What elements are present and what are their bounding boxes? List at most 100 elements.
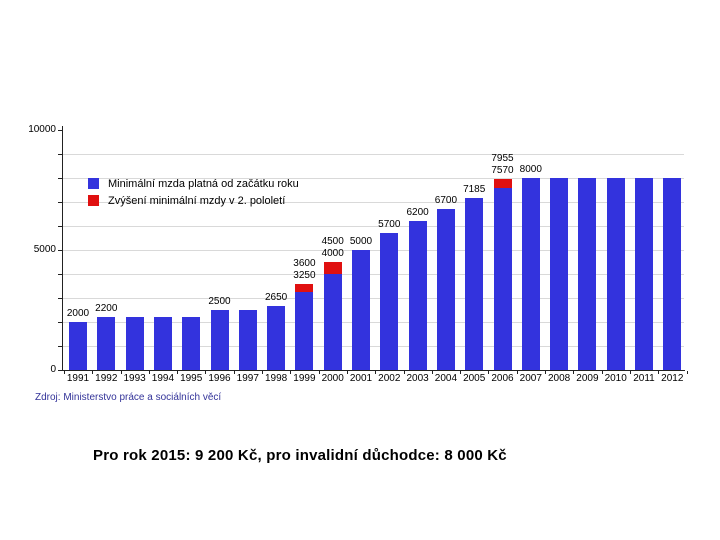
x-axis-label-2005: 2005 bbox=[463, 373, 486, 384]
legend-label-midyear-increase: Zvýšení minimální mzdy v 2. pololetí bbox=[108, 194, 286, 207]
bar-1993 bbox=[125, 317, 144, 370]
bar-2002 bbox=[380, 233, 399, 370]
gridline-8000 bbox=[63, 178, 684, 179]
bar-1997 bbox=[238, 310, 257, 370]
y-axis-label-5000: 5000 bbox=[33, 244, 56, 255]
y-tick-10000 bbox=[58, 130, 62, 131]
y-tick-3000 bbox=[58, 298, 62, 299]
gridline-7000 bbox=[63, 202, 684, 203]
x-axis-label-2006: 2006 bbox=[491, 373, 514, 384]
bar-2010 bbox=[606, 178, 625, 370]
value-label-2003: 6200 bbox=[406, 207, 429, 219]
y-tick-7000 bbox=[58, 202, 62, 203]
x-tick-13 bbox=[431, 371, 433, 374]
x-axis-label-2008: 2008 bbox=[547, 373, 571, 384]
x-axis-label-2011: 2011 bbox=[633, 373, 655, 384]
gridline-2000 bbox=[63, 322, 684, 323]
x-axis-label-2012: 2012 bbox=[661, 373, 684, 384]
bar-2003 bbox=[408, 221, 427, 370]
value-label-2005: 7185 bbox=[463, 183, 486, 195]
y-tick-9000 bbox=[58, 154, 62, 155]
x-axis-label-1996: 1996 bbox=[208, 373, 231, 384]
x-axis-label-2009: 2009 bbox=[576, 373, 599, 384]
x-tick-15 bbox=[488, 371, 490, 374]
bar-1998 bbox=[267, 306, 286, 370]
legend: Minimální mzda platná od začátku roku Zv… bbox=[88, 175, 299, 209]
x-axis-label-1999: 1999 bbox=[293, 373, 316, 384]
gridline-9000 bbox=[63, 154, 684, 155]
x-axis-label-2010: 2010 bbox=[604, 373, 627, 384]
x-tick-21 bbox=[658, 371, 660, 374]
x-axis-label-1994: 1994 bbox=[151, 373, 175, 384]
x-axis-label-2000: 2000 bbox=[321, 373, 344, 384]
x-axis bbox=[62, 370, 685, 371]
bar-segment-increase-2000 bbox=[323, 262, 342, 274]
gridline-6000 bbox=[63, 226, 684, 227]
gridline-5000 bbox=[63, 250, 684, 251]
x-tick-2 bbox=[120, 371, 122, 374]
x-tick-18 bbox=[573, 371, 575, 374]
x-tick-5 bbox=[205, 371, 207, 374]
bar-2011 bbox=[635, 178, 653, 370]
y-tick-8000 bbox=[58, 178, 62, 179]
x-axis-label-1998: 1998 bbox=[264, 373, 288, 384]
x-tick-6 bbox=[233, 371, 235, 374]
value-label-2007: 8000 bbox=[519, 164, 542, 175]
x-axis-label-1991: 1991 bbox=[66, 373, 90, 384]
y-tick-0 bbox=[58, 370, 62, 371]
bar-1991 bbox=[69, 322, 87, 370]
y-tick-2000 bbox=[58, 322, 62, 323]
x-tick-11 bbox=[375, 371, 377, 374]
value-label-2006: 7955 7570 bbox=[491, 153, 514, 177]
value-label-2002: 5700 bbox=[378, 219, 401, 231]
x-tick-20 bbox=[629, 371, 631, 374]
legend-item-midyear-increase: Zvýšení minimální mzdy v 2. pololetí bbox=[88, 192, 299, 209]
x-axis-label-1995: 1995 bbox=[180, 373, 203, 384]
legend-swatch-blue bbox=[88, 178, 99, 189]
bar-2004 bbox=[436, 209, 455, 370]
x-axis-label-2004: 2004 bbox=[434, 373, 458, 384]
y-tick-5000 bbox=[58, 250, 62, 251]
gridline-4000 bbox=[63, 274, 684, 275]
bar-1999 bbox=[295, 292, 314, 370]
caption: Pro rok 2015: 9 200 Kč, pro invalidní dů… bbox=[93, 447, 507, 464]
bar-2000 bbox=[323, 274, 342, 370]
x-tick-10 bbox=[346, 371, 348, 374]
x-tick-14 bbox=[460, 371, 462, 374]
bar-2007 bbox=[521, 178, 540, 370]
value-label-2001: 5000 bbox=[349, 236, 373, 247]
y-tick-6000 bbox=[58, 226, 62, 227]
y-tick-4000 bbox=[58, 274, 62, 275]
bar-segment-increase-2006 bbox=[493, 179, 512, 189]
bar-2005 bbox=[465, 197, 484, 370]
value-label-2000: 4500 4000 bbox=[321, 236, 344, 259]
value-label-2004: 6700 bbox=[434, 195, 458, 207]
legend-item-base-wage: Minimální mzda platná od začátku roku bbox=[88, 175, 299, 192]
bar-segment-increase-1999 bbox=[295, 283, 314, 292]
legend-swatch-red bbox=[88, 195, 99, 206]
x-tick-9 bbox=[318, 371, 320, 374]
x-tick-1 bbox=[92, 371, 94, 374]
y-axis bbox=[62, 126, 63, 371]
x-axis-label-2003: 2003 bbox=[406, 373, 429, 384]
value-label-1991: 2000 bbox=[66, 308, 90, 319]
minimum-wage-chart: 10000 5000 0 2000 1991 2200 1992 1993 1994 1995 25… bbox=[28, 124, 688, 403]
bar-2001 bbox=[352, 250, 370, 370]
x-axis-label-1993: 1993 bbox=[123, 373, 146, 384]
value-label-1992: 2200 bbox=[95, 303, 118, 315]
x-tick-12 bbox=[403, 371, 405, 374]
bar-2009 bbox=[578, 178, 597, 370]
gridline-1000 bbox=[63, 346, 684, 347]
x-tick-0 bbox=[63, 371, 65, 374]
y-axis-label-10000: 10000 bbox=[28, 124, 56, 135]
legend-label-base-wage: Minimální mzda platná od začátku roku bbox=[108, 177, 299, 190]
x-tick-19 bbox=[601, 371, 603, 374]
x-tick-4 bbox=[177, 371, 179, 374]
x-axis-label-1997: 1997 bbox=[236, 373, 259, 384]
bar-2012 bbox=[663, 178, 682, 370]
x-axis-label-2001: 2001 bbox=[349, 373, 373, 384]
y-axis-label-0: 0 bbox=[50, 364, 56, 375]
bar-1994 bbox=[153, 317, 172, 370]
value-label-1996: 2500 bbox=[208, 296, 231, 307]
x-axis-label-2002: 2002 bbox=[378, 373, 401, 384]
